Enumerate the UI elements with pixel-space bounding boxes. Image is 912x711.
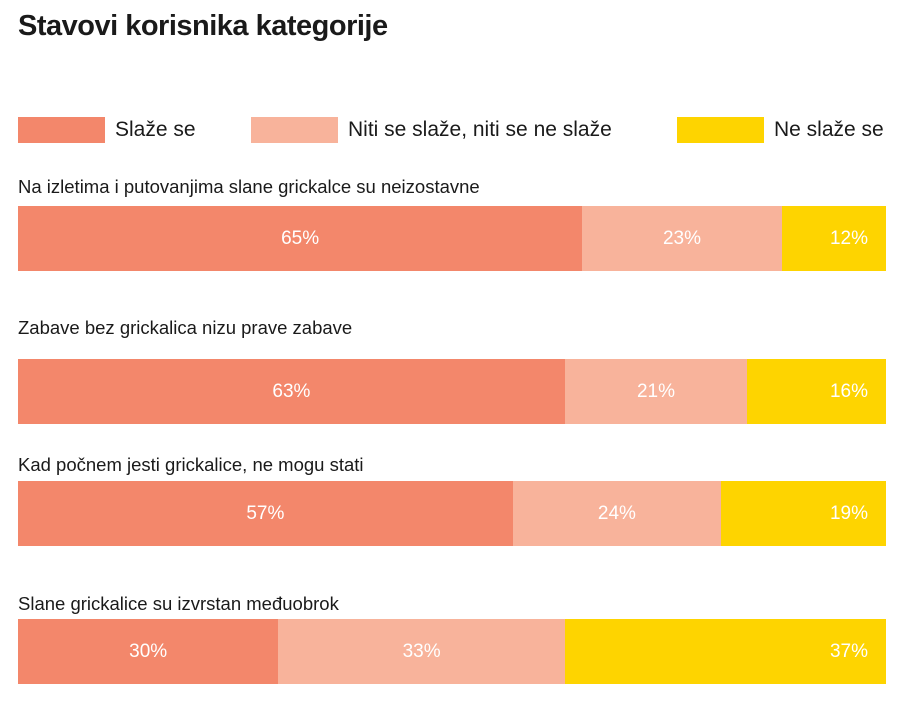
- legend-swatch-agree: [18, 117, 105, 143]
- legend-item-agree: Slaže se: [18, 115, 196, 145]
- row-label-parties: Zabave bez grickalica nizu prave zabave: [18, 317, 353, 338]
- legend-item-neutral: Niti se slaže, niti se ne slaže: [251, 115, 612, 145]
- bar-row-cant-stop: 57% 24% 19%: [18, 481, 886, 546]
- legend-label-neutral: Niti se slaže, niti se ne slaže: [348, 118, 612, 141]
- data-label: 37%: [829, 640, 868, 662]
- data-label: 16%: [829, 380, 868, 402]
- data-label: 19%: [829, 502, 868, 524]
- data-label: 23%: [662, 227, 702, 249]
- bar-segment-agree: 57%: [18, 481, 513, 546]
- legend-item-disagree: Ne slaže se: [677, 115, 884, 145]
- data-label: 33%: [402, 640, 441, 662]
- row-label-snack: Slane grickalice su izvrstan međuobrok: [18, 593, 339, 614]
- legend-label-agree: Slaže se: [115, 118, 196, 141]
- bar-segment-neutral: 21%: [564, 359, 748, 424]
- data-label: 24%: [597, 502, 636, 524]
- bar-segment-agree: 30%: [18, 619, 279, 684]
- bar-segment-agree: 63%: [18, 359, 565, 424]
- bar-segment-disagree: 37%: [564, 619, 886, 684]
- bar-segment-neutral: 23%: [582, 206, 782, 271]
- legend-swatch-disagree: [677, 117, 764, 143]
- row-label-trips: Na izletima i putovanjima slane grickalc…: [18, 176, 480, 197]
- data-label: 57%: [246, 502, 285, 524]
- data-label: 12%: [829, 227, 868, 249]
- bar-segment-disagree: 19%: [721, 481, 886, 546]
- data-label: 63%: [272, 380, 311, 402]
- bar-segment-disagree: 16%: [747, 359, 886, 424]
- legend-swatch-neutral: [251, 117, 338, 143]
- bar-segment-neutral: 33%: [278, 619, 565, 684]
- bar-segment-disagree: 12%: [781, 206, 886, 271]
- data-label: 21%: [636, 380, 675, 402]
- data-label: 65%: [281, 227, 320, 249]
- row-label-cant-stop: Kad počnem jesti grickalice, ne mogu sta…: [18, 454, 364, 475]
- data-label: 30%: [129, 640, 168, 662]
- bar-segment-agree: 65%: [18, 206, 583, 271]
- bar-row-trips: 65% 23% 12%: [18, 206, 886, 271]
- bar-segment-neutral: 24%: [512, 481, 722, 546]
- legend: Slaže se Niti se slaže, niti se ne slaže…: [18, 115, 894, 145]
- bar-row-snack: 30% 33% 37%: [18, 619, 886, 684]
- legend-label-disagree: Ne slaže se: [774, 118, 884, 141]
- chart-title: Stavovi korisnika kategorije: [18, 10, 388, 42]
- bar-row-parties: 63% 21% 16%: [18, 359, 886, 424]
